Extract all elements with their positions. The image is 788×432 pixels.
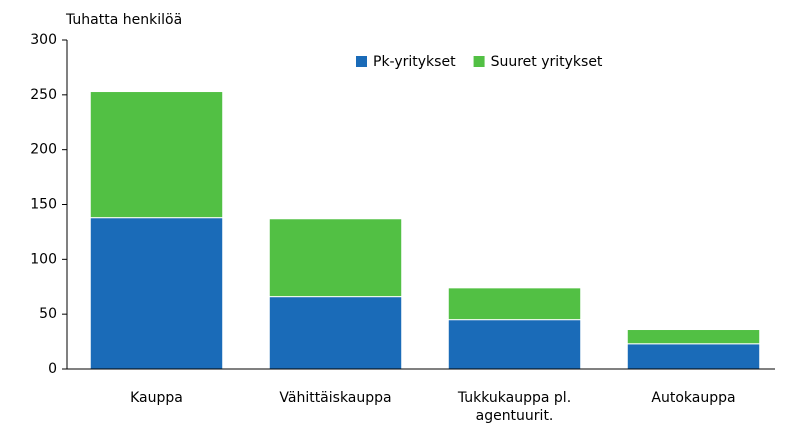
bar-segment [268, 218, 403, 298]
y-tick-label: 0 [48, 361, 57, 377]
y-tick-label: 250 [30, 87, 57, 103]
bar-segment [447, 287, 582, 321]
x-tick-label: Kauppa [130, 390, 183, 406]
bar-segment [626, 343, 761, 370]
x-tick-label: Vähittäiskauppa [279, 390, 392, 406]
y-tick-label: 150 [30, 197, 57, 213]
x-tick-label: Autokauppa [651, 390, 736, 406]
bar-segment [626, 329, 761, 345]
y-tick-label: 100 [30, 251, 57, 267]
bar-segment [268, 296, 403, 370]
bar-segment [89, 217, 224, 370]
legend-swatch [356, 56, 367, 67]
y-axis-label: Tuhatta henkilöä [65, 12, 182, 28]
legend-swatch [473, 56, 485, 67]
legend-label: Pk-yritykset [373, 54, 456, 70]
y-tick-label: 200 [30, 142, 57, 158]
bar-segment [447, 319, 582, 370]
y-tick-label: 300 [30, 32, 57, 48]
legend-label: Suuret yritykset [491, 54, 603, 70]
y-tick-label: 50 [39, 306, 57, 322]
x-tick-label: Tukkukauppa pl. agentuurit. [457, 390, 572, 424]
bar-segment [89, 91, 224, 219]
